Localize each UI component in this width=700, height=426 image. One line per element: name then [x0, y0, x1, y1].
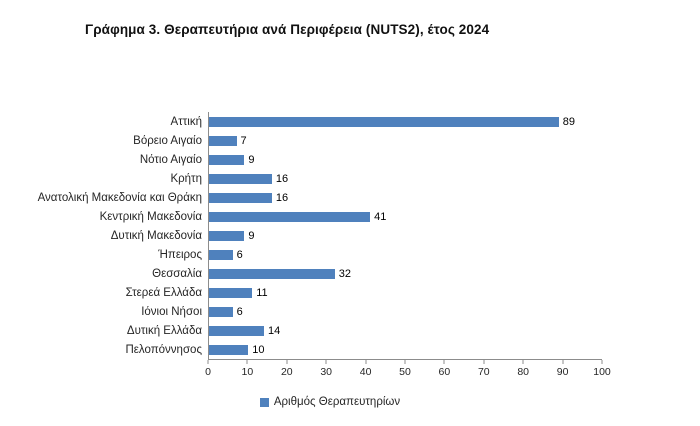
- category-label: Ήπειρος: [158, 248, 202, 261]
- bar-row: Θεσσαλία 32: [10, 264, 602, 283]
- category-label: Δυτική Ελλάδα: [126, 324, 202, 337]
- x-axis-tick-label: 30: [320, 366, 333, 378]
- bar-track: 41: [208, 207, 602, 226]
- category-label: Ιόνιοι Νήσοι: [141, 305, 202, 318]
- bar-row: Αττική 89: [10, 112, 602, 131]
- bar: [209, 287, 253, 298]
- category-label: Πελοπόννησος: [125, 343, 202, 356]
- bar-track: 10: [208, 340, 602, 359]
- x-axis-tick-mark: [207, 360, 209, 364]
- legend-label: Αριθμός Θεραπευτηρίων: [273, 396, 401, 408]
- x-axis-tick-mark: [365, 360, 367, 364]
- bar: [209, 135, 237, 146]
- x-axis-tick-mark: [562, 360, 564, 364]
- x-axis-tick-mark: [246, 360, 248, 364]
- bar: [209, 306, 233, 317]
- bar-row: Ήπειρος 6: [10, 245, 602, 264]
- bar-row: Δυτική Ελλάδα 14: [10, 321, 602, 340]
- value-label: 16: [275, 172, 289, 185]
- value-label: 6: [236, 248, 243, 261]
- bar: [209, 116, 559, 127]
- x-axis-spacer: [10, 359, 208, 382]
- value-label: 11: [256, 286, 268, 299]
- x-axis-tick-label: 60: [438, 366, 451, 378]
- x-axis-tick-label: 80: [517, 366, 530, 378]
- category-label: Ανατολική Μακεδονία και Θράκη: [37, 191, 202, 204]
- value-label: 14: [268, 324, 281, 337]
- bar-row: Κεντρική Μακεδονία 41: [10, 207, 602, 226]
- bar-track: 6: [208, 245, 602, 264]
- category-label: Στερεά Ελλάδα: [125, 286, 202, 299]
- x-axis: 0 10 20 30 40 50 60 70 80 90 100: [205, 359, 611, 382]
- bar: [209, 268, 335, 279]
- bar-track: 9: [208, 150, 602, 169]
- category-label: Θεσσαλία: [152, 267, 202, 280]
- x-axis-tick-label: 40: [359, 366, 372, 378]
- bar-track: 6: [208, 302, 602, 321]
- bar-track: 16: [208, 169, 602, 188]
- bar-track: 16: [208, 188, 602, 207]
- value-label: 10: [252, 343, 265, 356]
- bar-row: Νότιο Αιγαίο 9: [10, 150, 602, 169]
- category-label: Κεντρική Μακεδονία: [99, 210, 202, 223]
- category-label: Αττική: [170, 115, 202, 128]
- bar-track: 7: [208, 131, 602, 150]
- x-axis-tick-mark: [325, 360, 327, 364]
- category-label: Βόρειο Αιγαίο: [133, 134, 202, 147]
- x-axis-tick-mark: [522, 360, 524, 364]
- chart-title: Γράφημα 3. Θεραπευτήρια ανά Περιφέρεια (…: [85, 22, 490, 37]
- bar: [209, 344, 249, 355]
- bar-track: 11: [208, 283, 602, 302]
- category-label: Νότιο Αιγαίο: [139, 153, 202, 166]
- x-axis-tick-label: 20: [280, 366, 293, 378]
- bar-row: Στερεά Ελλάδα 11: [10, 283, 602, 302]
- bar-row: Πελοπόννησος 10: [10, 340, 602, 359]
- value-label: 32: [338, 267, 351, 280]
- bar-row: Ιόνιοι Νήσοι 6: [10, 302, 602, 321]
- x-axis-tick-label: 100: [593, 366, 611, 378]
- x-axis-tick-label: 50: [399, 366, 411, 378]
- bar-row: Βόρειο Αιγαίο 7: [10, 131, 602, 150]
- bar-row: Ανατολική Μακεδονία και Θράκη 16: [10, 188, 602, 207]
- bar: [209, 211, 371, 222]
- x-axis-tick-mark: [443, 360, 445, 364]
- x-axis-tick-label: 90: [556, 366, 569, 378]
- bar: [209, 192, 272, 203]
- x-axis-tick-mark: [404, 360, 406, 364]
- x-axis-tick-label: 10: [241, 366, 254, 378]
- bar: [209, 230, 245, 241]
- bar-track: 14: [208, 321, 602, 340]
- x-axis-tick-mark: [601, 360, 603, 364]
- legend: Αριθμός Θεραπευτηρίων: [0, 396, 660, 408]
- value-label: 7: [240, 134, 247, 147]
- bar-track: 32: [208, 264, 602, 283]
- bar-chart: Αττική 89 Βόρειο Αιγαίο 7 Νότιο Αιγαίο 9 Κρήτη…: [10, 112, 611, 382]
- value-label: 41: [374, 210, 387, 223]
- legend-swatch-icon: [259, 397, 269, 407]
- x-axis-row: 0 10 20 30 40 50 60 70 80 90 100: [10, 359, 611, 382]
- x-axis-tick-mark: [286, 360, 288, 364]
- bar-track: 9: [208, 226, 602, 245]
- category-label: Δυτική Μακεδονία: [110, 229, 202, 242]
- bar-row: Δυτική Μακεδονία 9: [10, 226, 602, 245]
- x-axis-tick-label: 70: [477, 366, 490, 378]
- value-label: 9: [248, 229, 255, 242]
- value-label: 9: [248, 153, 255, 166]
- bar: [209, 325, 265, 336]
- value-label: 89: [562, 115, 576, 128]
- bar-rows: Αττική 89 Βόρειο Αιγαίο 7 Νότιο Αιγαίο 9 Κρήτη…: [10, 112, 602, 359]
- bar-track: 89: [208, 112, 602, 131]
- category-label: Κρήτη: [170, 172, 202, 185]
- value-label: 6: [236, 305, 243, 318]
- value-label: 16: [275, 191, 289, 204]
- bar: [209, 173, 272, 184]
- bar: [209, 154, 245, 165]
- bar-row: Κρήτη 16: [10, 169, 602, 188]
- bar: [209, 249, 233, 260]
- x-axis-tick-mark: [483, 360, 485, 364]
- x-axis-tick-label: 0: [205, 366, 211, 378]
